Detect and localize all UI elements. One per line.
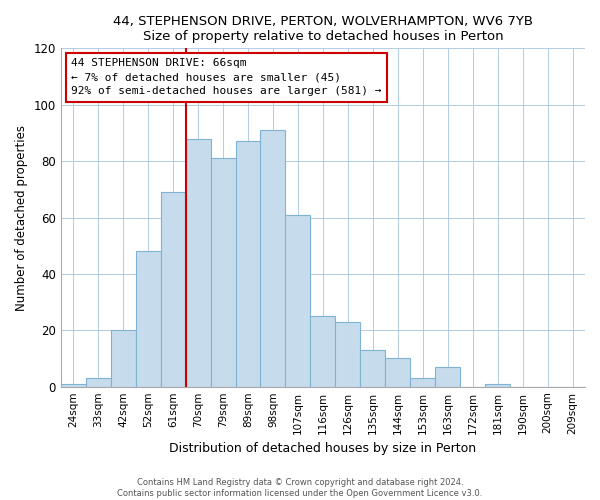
Bar [410,378,435,386]
Bar [286,214,310,386]
Text: 44 STEPHENSON DRIVE: 66sqm
← 7% of detached houses are smaller (45)
92% of semi-: 44 STEPHENSON DRIVE: 66sqm ← 7% of detac… [71,58,382,96]
Bar [61,384,86,386]
X-axis label: Distribution of detached houses by size in Perton: Distribution of detached houses by size … [169,442,476,455]
Bar [385,358,410,386]
Bar [211,158,236,386]
Bar [310,316,335,386]
Bar [136,252,161,386]
Bar [236,142,260,386]
Bar [435,367,460,386]
Bar [335,322,361,386]
Text: Contains HM Land Registry data © Crown copyright and database right 2024.
Contai: Contains HM Land Registry data © Crown c… [118,478,482,498]
Bar [111,330,136,386]
Bar [161,192,185,386]
Bar [260,130,286,386]
Title: 44, STEPHENSON DRIVE, PERTON, WOLVERHAMPTON, WV6 7YB
Size of property relative t: 44, STEPHENSON DRIVE, PERTON, WOLVERHAMP… [113,15,533,43]
Bar [485,384,510,386]
Bar [185,138,211,386]
Y-axis label: Number of detached properties: Number of detached properties [15,124,28,310]
Bar [361,350,385,387]
Bar [86,378,111,386]
